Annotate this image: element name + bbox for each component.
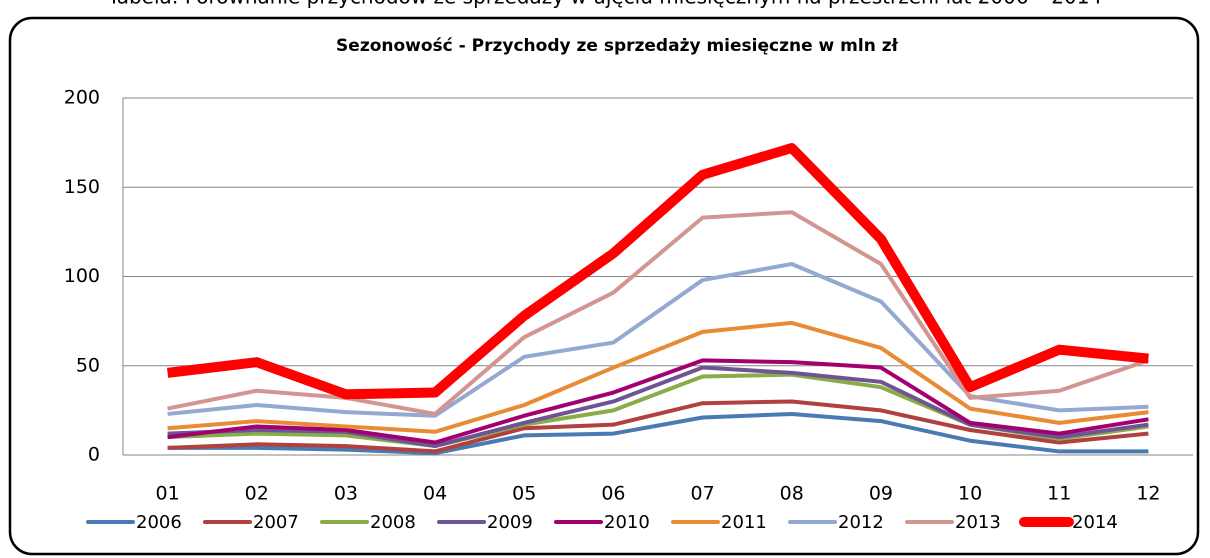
y-tick-label: 0	[88, 444, 100, 466]
y-tick-label: 150	[64, 176, 100, 198]
y-tick-label: 50	[76, 354, 100, 376]
x-tick-label: 11	[1047, 483, 1071, 505]
chart-frame	[8, 16, 1200, 556]
chart-title: Sezonowość - Przychody ze sprzedaży mies…	[336, 36, 899, 56]
x-tick-label: 12	[1136, 483, 1160, 505]
x-tick-label: 01	[155, 483, 179, 505]
series-line	[167, 365, 1149, 449]
legend-label: 2013	[955, 512, 1001, 533]
legend-label: 2010	[604, 512, 650, 533]
legend-label: 2009	[487, 512, 533, 533]
legend-label: 2006	[136, 512, 182, 533]
x-tick-label: 10	[958, 483, 982, 505]
x-tick-label: 08	[780, 483, 804, 505]
series-line	[167, 358, 1149, 445]
series-line	[166, 142, 1149, 400]
series-line	[167, 320, 1149, 434]
x-tick-label: 05	[512, 483, 536, 505]
legend-label: 2011	[721, 512, 767, 533]
x-tick-label: 03	[334, 483, 358, 505]
legend-label: 2008	[370, 512, 416, 533]
x-tick-label: 02	[245, 483, 269, 505]
legend-label: 2007	[253, 512, 299, 533]
x-tick-label: 06	[601, 483, 625, 505]
series-line	[167, 399, 1149, 454]
y-tick-label: 200	[64, 87, 100, 109]
legend-label: 2014	[1072, 512, 1118, 533]
x-tick-label: 04	[423, 483, 447, 505]
x-tick-label: 07	[690, 483, 714, 505]
series-line	[167, 210, 1150, 416]
legend-label: 2012	[838, 512, 884, 533]
x-tick-label: 09	[869, 483, 893, 505]
y-tick-label: 100	[64, 265, 100, 287]
series-line	[167, 411, 1149, 456]
caption: Tabela: Porównanie przychodów ze sprzeda…	[107, 0, 1102, 9]
